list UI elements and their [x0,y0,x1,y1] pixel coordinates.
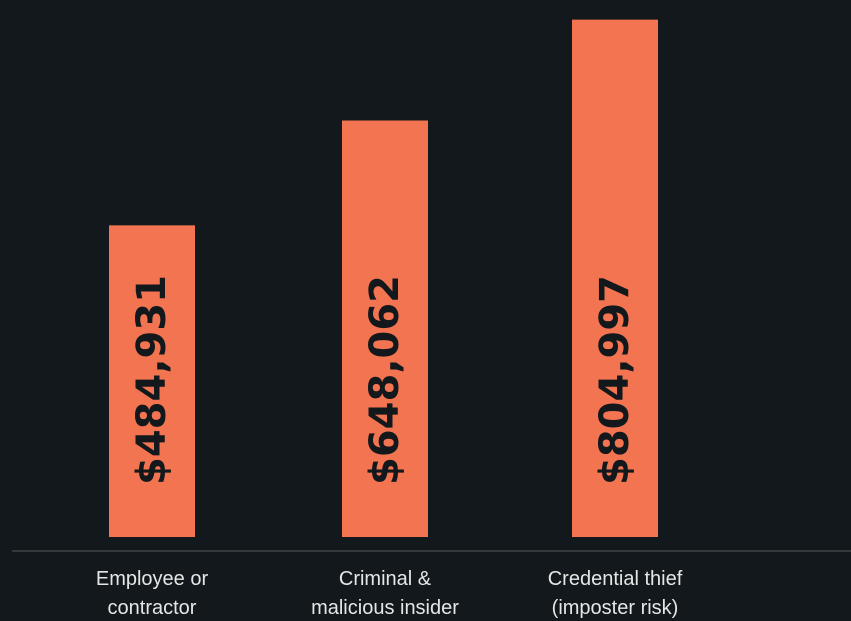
category-label-2-line-1: Criminal & [339,568,432,590]
category-labels-layer: Employee or contractor Criminal & malicious… [96,568,683,619]
bar-3 [572,19,658,538]
bar-value-label-3: $804,997 [592,275,638,485]
category-label-2-line-2: malicious insider [311,597,459,619]
bar-2 [342,120,428,537]
bars-layer: $484,931 $648,062 $804,997 [109,19,658,538]
category-label-1-line-1: Employee or [96,568,209,590]
category-label-1-line-2: contractor [108,597,197,619]
category-label-3-line-1: Credential thief [548,568,683,590]
bar-1 [109,225,195,537]
bar-value-label-1: $484,931 [129,275,175,485]
bar-value-label-2: $648,062 [362,275,408,485]
category-label-3-line-2: (imposter risk) [552,597,679,619]
